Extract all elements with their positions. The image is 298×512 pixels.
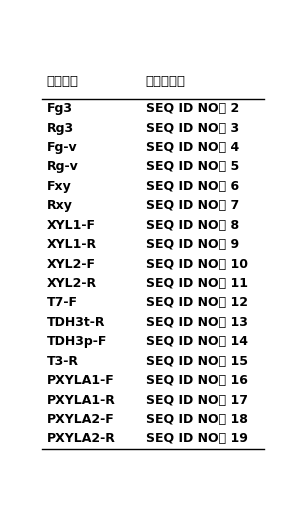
Text: SEQ ID NO： 19: SEQ ID NO： 19: [146, 432, 248, 445]
Text: SEQ ID NO： 12: SEQ ID NO： 12: [146, 296, 248, 309]
Text: 引物名称: 引物名称: [46, 75, 78, 88]
Text: SEQ ID NO： 2: SEQ ID NO： 2: [146, 102, 239, 115]
Text: SEQ ID NO： 4: SEQ ID NO： 4: [146, 141, 239, 154]
Text: SEQ ID NO： 10: SEQ ID NO： 10: [146, 258, 248, 270]
Text: Fxy: Fxy: [46, 180, 71, 193]
Text: T3-R: T3-R: [46, 355, 78, 368]
Text: PXYLA2-R: PXYLA2-R: [46, 432, 115, 445]
Text: SEQ ID NO： 8: SEQ ID NO： 8: [146, 219, 239, 231]
Text: SEQ ID NO： 14: SEQ ID NO： 14: [146, 335, 248, 348]
Text: SEQ ID NO： 7: SEQ ID NO： 7: [146, 199, 239, 212]
Text: SEQ ID NO： 11: SEQ ID NO： 11: [146, 277, 248, 290]
Text: SEQ ID NO： 16: SEQ ID NO： 16: [146, 374, 248, 387]
Text: SEQ ID NO： 18: SEQ ID NO： 18: [146, 413, 248, 426]
Text: SEQ ID NO： 3: SEQ ID NO： 3: [146, 121, 239, 135]
Text: T7-F: T7-F: [46, 296, 77, 309]
Text: Fg-v: Fg-v: [46, 141, 77, 154]
Text: SEQ ID NO： 6: SEQ ID NO： 6: [146, 180, 239, 193]
Text: SEQ ID NO： 9: SEQ ID NO： 9: [146, 238, 239, 251]
Text: Fg3: Fg3: [46, 102, 72, 115]
Text: SEQ ID NO： 13: SEQ ID NO： 13: [146, 316, 248, 329]
Text: SEQ ID NO： 15: SEQ ID NO： 15: [146, 355, 248, 368]
Text: TDH3t-R: TDH3t-R: [46, 316, 105, 329]
Text: XYL2-R: XYL2-R: [46, 277, 97, 290]
Text: PXYLA1-F: PXYLA1-F: [46, 374, 114, 387]
Text: TDH3p-F: TDH3p-F: [46, 335, 107, 348]
Text: XYL1-F: XYL1-F: [46, 219, 95, 231]
Text: SEQ ID NO： 5: SEQ ID NO： 5: [146, 160, 239, 174]
Text: XYL1-R: XYL1-R: [46, 238, 97, 251]
Text: 碱基序列号: 碱基序列号: [146, 75, 186, 88]
Text: Rg-v: Rg-v: [46, 160, 78, 174]
Text: SEQ ID NO： 17: SEQ ID NO： 17: [146, 394, 248, 407]
Text: PXYLA1-R: PXYLA1-R: [46, 394, 115, 407]
Text: PXYLA2-F: PXYLA2-F: [46, 413, 114, 426]
Text: XYL2-F: XYL2-F: [46, 258, 95, 270]
Text: Rg3: Rg3: [46, 121, 74, 135]
Text: Rxy: Rxy: [46, 199, 72, 212]
